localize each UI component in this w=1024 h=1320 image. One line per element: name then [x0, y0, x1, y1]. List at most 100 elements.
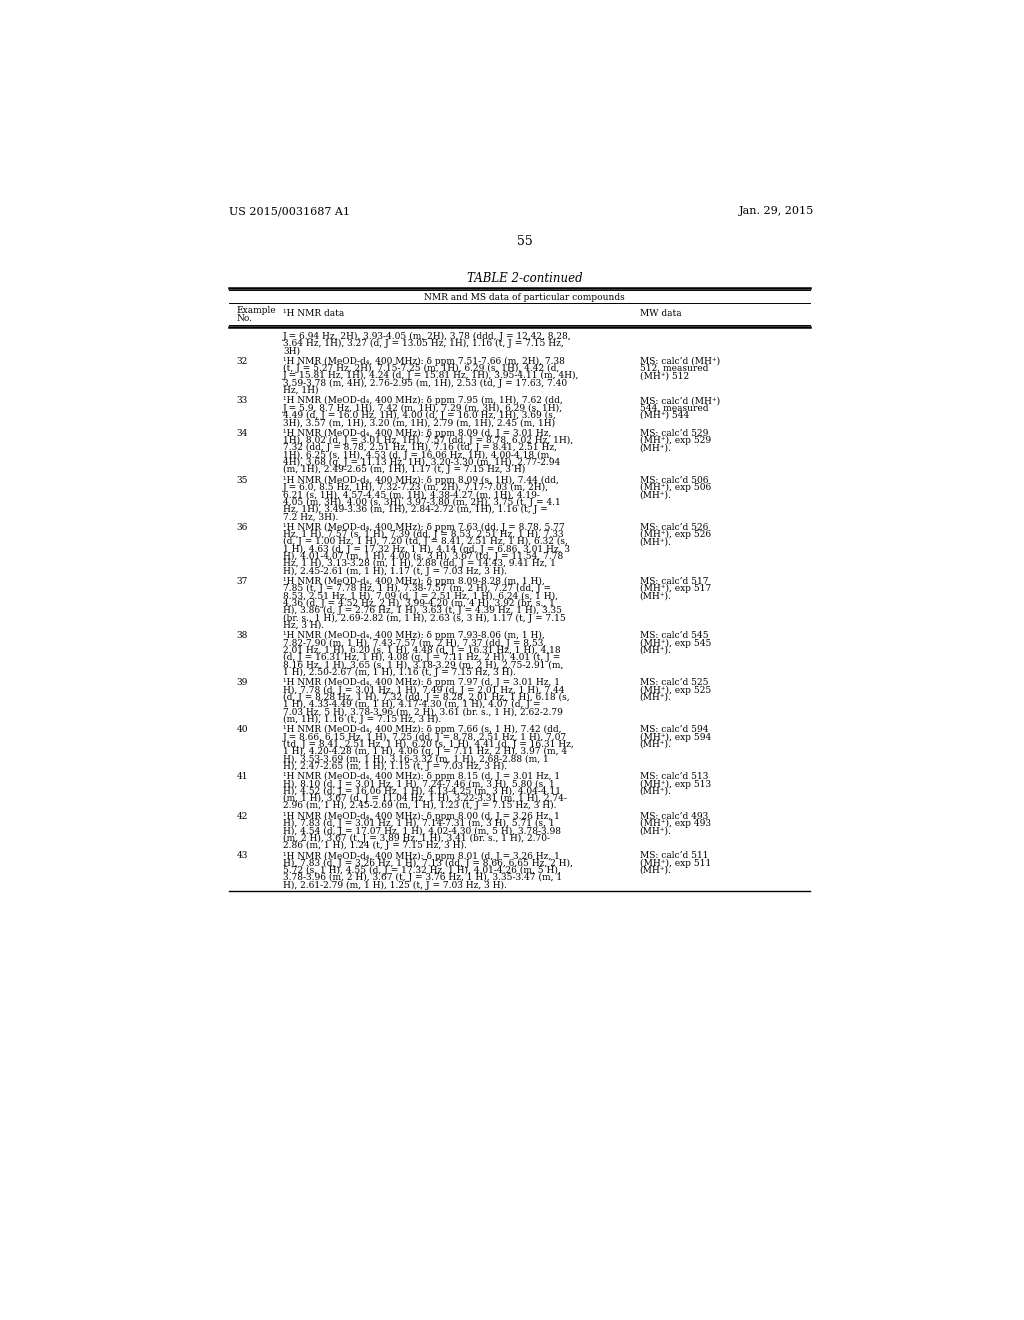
Text: (MH⁺), exp 529: (MH⁺), exp 529: [640, 436, 711, 445]
Text: ¹H NMR (MeOD-d₄, 400 MHz): δ ppm 7.63 (dd, J = 8.78, 5.77: ¹H NMR (MeOD-d₄, 400 MHz): δ ppm 7.63 (d…: [283, 523, 565, 532]
Text: ¹H NMR data: ¹H NMR data: [283, 309, 344, 318]
Text: 7.32 (dd, J = 8.78, 2.51 Hz, 1H), 7.16 (td, J = 8.41, 2.51 Hz,: 7.32 (dd, J = 8.78, 2.51 Hz, 1H), 7.16 (…: [283, 444, 557, 453]
Text: J = 6.94 Hz, 2H), 3.93-4.05 (m, 2H), 3.78 (ddd, J = 12.42, 8.28,: J = 6.94 Hz, 2H), 3.93-4.05 (m, 2H), 3.7…: [283, 331, 571, 341]
Text: (MH⁺), exp 506: (MH⁺), exp 506: [640, 483, 711, 492]
Text: ¹H NMR (MeOD-d₄, 400 MHz): δ ppm 8.15 (d, J = 3.01 Hz, 1: ¹H NMR (MeOD-d₄, 400 MHz): δ ppm 8.15 (d…: [283, 772, 560, 781]
Text: 1H), 8.02 (d, J = 3.01 Hz, 1H), 7.57 (dd, J = 8.78, 6.02 Hz, 1H),: 1H), 8.02 (d, J = 3.01 Hz, 1H), 7.57 (dd…: [283, 436, 573, 445]
Text: (MH⁺), exp 493: (MH⁺), exp 493: [640, 818, 711, 828]
Text: (MH⁺), exp 525: (MH⁺), exp 525: [640, 685, 711, 694]
Text: (MH⁺), exp 594: (MH⁺), exp 594: [640, 733, 711, 742]
Text: (MH⁺).: (MH⁺).: [640, 591, 672, 601]
Text: US 2015/0031687 A1: US 2015/0031687 A1: [228, 206, 350, 216]
Text: 3H): 3H): [283, 346, 300, 355]
Text: MS: calc’d 529: MS: calc’d 529: [640, 429, 708, 438]
Text: 42: 42: [237, 812, 248, 821]
Text: 38: 38: [237, 631, 248, 640]
Text: ¹H NMR (MeOD-d₄, 400 MHz): δ ppm 7.66 (s, 1 H), 7.42 (dd,: ¹H NMR (MeOD-d₄, 400 MHz): δ ppm 7.66 (s…: [283, 725, 561, 734]
Text: ¹H NMR (MeOD-d₄, 400 MHz): δ ppm 7.95 (m, 1H), 7.62 (dd,: ¹H NMR (MeOD-d₄, 400 MHz): δ ppm 7.95 (m…: [283, 396, 563, 405]
Text: (MH⁺), exp 511: (MH⁺), exp 511: [640, 859, 711, 867]
Text: H), 7.78 (d, J = 3.01 Hz, 1 H), 7.49 (d, J = 2.01 Hz, 1 H), 7.44: H), 7.78 (d, J = 3.01 Hz, 1 H), 7.49 (d,…: [283, 685, 564, 694]
Text: MS: calc’d 517: MS: calc’d 517: [640, 577, 708, 586]
Text: 512, measured: 512, measured: [640, 364, 708, 374]
Text: (MH⁺), exp 517: (MH⁺), exp 517: [640, 585, 711, 593]
Text: 41: 41: [237, 772, 248, 781]
Text: MW data: MW data: [640, 309, 681, 318]
Text: MS: calc’d 513: MS: calc’d 513: [640, 772, 708, 781]
Text: H), 7.83 (d, J = 3.26 Hz, 1 H), 7.13 (dd, J = 8.66, 6.65 Hz, 2 H),: H), 7.83 (d, J = 3.26 Hz, 1 H), 7.13 (dd…: [283, 859, 572, 867]
Text: 32: 32: [237, 356, 248, 366]
Text: 8.53, 2.51 Hz, 1 H), 7.09 (d, J = 2.51 Hz, 1 H), 6.24 (s, 1 H),: 8.53, 2.51 Hz, 1 H), 7.09 (d, J = 2.51 H…: [283, 591, 558, 601]
Text: (MH⁺).: (MH⁺).: [640, 787, 672, 796]
Text: Example: Example: [237, 306, 276, 315]
Text: 2.01 Hz, 1 H), 6.20 (s, 1 H), 4.48 (d, J = 16.31 Hz, 1 H), 4.18: 2.01 Hz, 1 H), 6.20 (s, 1 H), 4.48 (d, J…: [283, 645, 560, 655]
Text: (MH⁺).: (MH⁺).: [640, 693, 672, 702]
Text: 3.78-3.96 (m, 2 H), 3.67 (t, J = 3.76 Hz, 1 H), 3.35-3.47 (m, 1: 3.78-3.96 (m, 2 H), 3.67 (t, J = 3.76 Hz…: [283, 874, 562, 883]
Text: (d, J = 16.31 Hz, 1 H), 4.08 (q, J = 7.11 Hz, 2 H), 4.01 (t, J =: (d, J = 16.31 Hz, 1 H), 4.08 (q, J = 7.1…: [283, 653, 560, 663]
Text: 8.16 Hz, 1 H), 3.65 (s, 1 H), 3.18-3.29 (m, 2 H), 2.75-2.91 (m,: 8.16 Hz, 1 H), 3.65 (s, 1 H), 3.18-3.29 …: [283, 660, 563, 669]
Text: 3.59-3.78 (m, 4H), 2.76-2.95 (m, 1H), 2.53 (td, J = 17.63, 7.40: 3.59-3.78 (m, 4H), 2.76-2.95 (m, 1H), 2.…: [283, 379, 567, 388]
Text: (td, J = 8.41, 2.51 Hz, 1 H), 6.20 (s, 1 H), 4.41 (d, J = 16.31 Hz,: (td, J = 8.41, 2.51 Hz, 1 H), 6.20 (s, 1…: [283, 739, 573, 748]
Text: 7.82-7.90 (m, 1 H), 7.43-7.57 (m, 2 H), 7.37 (dd, J = 8.53,: 7.82-7.90 (m, 1 H), 7.43-7.57 (m, 2 H), …: [283, 639, 546, 648]
Text: Hz, 3 H).: Hz, 3 H).: [283, 620, 325, 630]
Text: 3H), 3.57 (m, 1H), 3.20 (m, 1H), 2.79 (m, 1H), 2.45 (m, 1H): 3H), 3.57 (m, 1H), 3.20 (m, 1H), 2.79 (m…: [283, 418, 555, 428]
Text: (t, J = 5.27 Hz, 2H), 7.15-7.25 (m, 1H), 6.29 (s, 1H), 4.42 (d,: (t, J = 5.27 Hz, 2H), 7.15-7.25 (m, 1H),…: [283, 364, 559, 374]
Text: (m, 2 H), 3.67 (t, J = 3.89 Hz, 1 H), 3.41 (br. s., 1 H), 2.70-: (m, 2 H), 3.67 (t, J = 3.89 Hz, 1 H), 3.…: [283, 834, 550, 842]
Text: (MH⁺).: (MH⁺).: [640, 866, 672, 875]
Text: H), 3.53-3.69 (m, 1 H), 3.16-3.32 (m, 1 H), 2.68-2.88 (m, 1: H), 3.53-3.69 (m, 1 H), 3.16-3.32 (m, 1 …: [283, 755, 549, 763]
Text: 1 H), 4.63 (d, J = 17.32 Hz, 1 H), 4.14 (qd, J = 6.86, 3.01 Hz, 3: 1 H), 4.63 (d, J = 17.32 Hz, 1 H), 4.14 …: [283, 545, 570, 553]
Text: (m, 1H), 2.49-2.65 (m, 1H), 1.17 (t, J = 7.15 Hz, 3 H): (m, 1H), 2.49-2.65 (m, 1H), 1.17 (t, J =…: [283, 465, 525, 474]
Text: 55: 55: [517, 235, 532, 248]
Text: H), 2.61-2.79 (m, 1 H), 1.25 (t, J = 7.03 Hz, 3 H).: H), 2.61-2.79 (m, 1 H), 1.25 (t, J = 7.0…: [283, 880, 507, 890]
Text: 2.96 (m, 1 H), 2.45-2.69 (m, 1 H), 1.23 (t, J = 7.15 Hz, 3 H).: 2.96 (m, 1 H), 2.45-2.69 (m, 1 H), 1.23 …: [283, 801, 556, 810]
Text: 1 H), 4.33-4.49 (m, 1 H), 4.17-4.30 (m, 1 H), 4.07 (d, J =: 1 H), 4.33-4.49 (m, 1 H), 4.17-4.30 (m, …: [283, 700, 541, 709]
Text: TABLE 2-continued: TABLE 2-continued: [467, 272, 583, 285]
Text: ¹H NMR (MeOD-d₄, 400 MHz): δ ppm 8.09-8.28 (m, 1 H),: ¹H NMR (MeOD-d₄, 400 MHz): δ ppm 8.09-8.…: [283, 577, 545, 586]
Text: 1 H), 2.50-2.67 (m, 1 H), 1.16 (t, J = 7.15 Hz, 3 H).: 1 H), 2.50-2.67 (m, 1 H), 1.16 (t, J = 7…: [283, 668, 516, 677]
Text: MS: calc’d 511: MS: calc’d 511: [640, 851, 708, 861]
Text: 34: 34: [237, 429, 248, 438]
Text: 1H), 6.25 (s, 1H), 4.53 (d, J = 16.06 Hz, 1H), 4.00-4.18 (m,: 1H), 6.25 (s, 1H), 4.53 (d, J = 16.06 Hz…: [283, 450, 552, 459]
Text: (MH⁺), exp 526: (MH⁺), exp 526: [640, 529, 711, 539]
Text: ¹H NMR (MeOD-d₄, 400 MHz): δ ppm 7.97 (d, J = 3.01 Hz, 1: ¹H NMR (MeOD-d₄, 400 MHz): δ ppm 7.97 (d…: [283, 678, 560, 688]
Text: (br. s., 1 H), 2.69-2.82 (m, 1 H), 2.63 (s, 3 H), 1.17 (t, J = 7.15: (br. s., 1 H), 2.69-2.82 (m, 1 H), 2.63 …: [283, 614, 565, 623]
Text: J = 6.0, 8.5 Hz, 1H), 7.32-7.23 (m, 2H), 7.17-7.03 (m, 2H),: J = 6.0, 8.5 Hz, 1H), 7.32-7.23 (m, 2H),…: [283, 483, 549, 492]
Text: H), 4.01-4.07 (m, 1 H), 4.00 (s, 3 H), 3.67 (td, J = 11.54, 7.78: H), 4.01-4.07 (m, 1 H), 4.00 (s, 3 H), 3…: [283, 552, 563, 561]
Text: (MH⁺).: (MH⁺).: [640, 490, 672, 499]
Text: H), 2.45-2.61 (m, 1 H), 1.17 (t, J = 7.03 Hz, 3 H).: H), 2.45-2.61 (m, 1 H), 1.17 (t, J = 7.0…: [283, 566, 507, 576]
Text: 4.05 (m, 3H), 4.00 (s, 3H), 3.97-3.80 (m, 2H), 3.75 (t, J = 4.1: 4.05 (m, 3H), 4.00 (s, 3H), 3.97-3.80 (m…: [283, 498, 561, 507]
Text: ¹H NMR (MeOD-d₄, 400 MHz): δ ppm 7.51-7.66 (m, 2H), 7.38: ¹H NMR (MeOD-d₄, 400 MHz): δ ppm 7.51-7.…: [283, 356, 565, 366]
Text: ¹H NMR (MeOD-d₄, 400 MHz): δ ppm 8.09 (d, J = 3.01 Hz,: ¹H NMR (MeOD-d₄, 400 MHz): δ ppm 8.09 (d…: [283, 429, 551, 438]
Text: J = 5.9, 8.7 Hz, 1H), 7.42 (m, 1H), 7.29 (m, 3H), 6.29 (s, 1H),: J = 5.9, 8.7 Hz, 1H), 7.42 (m, 1H), 7.29…: [283, 404, 563, 413]
Text: H), 4.52 (d, J = 16.06 Hz, 1 H), 4.13-4.25 (m, 3 H), 4.04-4.11: H), 4.52 (d, J = 16.06 Hz, 1 H), 4.13-4.…: [283, 787, 561, 796]
Text: No.: No.: [237, 314, 253, 323]
Text: (MH⁺) 544: (MH⁺) 544: [640, 411, 689, 420]
Text: 3.64 Hz, 1H), 3.27 (d, J = 13.05 Hz, 1H), 1.16 (t, J = 7.15 Hz,: 3.64 Hz, 1H), 3.27 (d, J = 13.05 Hz, 1H)…: [283, 339, 564, 348]
Text: (MH⁺), exp 513: (MH⁺), exp 513: [640, 779, 711, 788]
Text: 7.03 Hz, 5 H), 3.78-3.96 (m, 2 H), 3.61 (br. s., 1 H), 2.62-2.79: 7.03 Hz, 5 H), 3.78-3.96 (m, 2 H), 3.61 …: [283, 708, 563, 717]
Text: ¹H NMR (MeOD-d₄, 400 MHz): δ ppm 8.01 (d, J = 3.26 Hz, 1: ¹H NMR (MeOD-d₄, 400 MHz): δ ppm 8.01 (d…: [283, 851, 560, 861]
Text: (d, J = 8.28 Hz, 1 H), 7.32 (dd, J = 8.28, 2.01 Hz, 1 H), 6.18 (s,: (d, J = 8.28 Hz, 1 H), 7.32 (dd, J = 8.2…: [283, 693, 569, 702]
Text: 7.85 (t, J = 7.78 Hz, 1 H), 7.38-7.57 (m, 2 H), 7.27 (dd, J =: 7.85 (t, J = 7.78 Hz, 1 H), 7.38-7.57 (m…: [283, 585, 551, 593]
Text: (MH⁺).: (MH⁺).: [640, 739, 672, 748]
Text: MS: calc’d 493: MS: calc’d 493: [640, 812, 708, 821]
Text: (m, 1 H), 3.67 (d, J = 11.04 Hz, 1 H), 3.22-3.31 (m, 1 H), 2.74-: (m, 1 H), 3.67 (d, J = 11.04 Hz, 1 H), 3…: [283, 795, 567, 803]
Text: 7.2 Hz, 3H).: 7.2 Hz, 3H).: [283, 512, 338, 521]
Text: H), 8.10 (d, J = 3.01 Hz, 1 H), 7.24-7.46 (m, 3 H), 5.80 (s, 1: H), 8.10 (d, J = 3.01 Hz, 1 H), 7.24-7.4…: [283, 779, 555, 788]
Text: MS: calc’d (MH⁺): MS: calc’d (MH⁺): [640, 396, 720, 405]
Text: H), 7.83 (d, J = 3.01 Hz, 1 H), 7.14-7.31 (m, 3 H), 5.71 (s, 1: H), 7.83 (d, J = 3.01 Hz, 1 H), 7.14-7.3…: [283, 818, 555, 828]
Text: 1 H), 4.20-4.28 (m, 1 H), 4.06 (q, J = 7.11 Hz, 2 H), 3.97 (m, 4: 1 H), 4.20-4.28 (m, 1 H), 4.06 (q, J = 7…: [283, 747, 567, 756]
Text: J = 15.81 Hz, 1H), 4.24 (d, J = 15.81 Hz, 1H), 3.95-4.11 (m, 4H),: J = 15.81 Hz, 1H), 4.24 (d, J = 15.81 Hz…: [283, 371, 580, 380]
Text: (m, 1H), 1.16 (t, J = 7.15 Hz, 3 H).: (m, 1H), 1.16 (t, J = 7.15 Hz, 3 H).: [283, 714, 441, 723]
Text: Hz, 1H), 3.49-3.36 (m, 1H), 2.84-2.72 (m, 1H), 1.16 (t, J =: Hz, 1H), 3.49-3.36 (m, 1H), 2.84-2.72 (m…: [283, 506, 548, 513]
Text: MS: calc’d 526: MS: calc’d 526: [640, 523, 708, 532]
Text: 37: 37: [237, 577, 248, 586]
Text: MS: calc’d (MH⁺): MS: calc’d (MH⁺): [640, 356, 720, 366]
Text: 43: 43: [237, 851, 248, 861]
Text: 40: 40: [237, 725, 248, 734]
Text: (MH⁺).: (MH⁺).: [640, 537, 672, 546]
Text: MS: calc’d 525: MS: calc’d 525: [640, 678, 708, 688]
Text: 4.49 (d, J = 16.0 Hz, 1H), 4.00 (d, J = 16.0 Hz, 1H), 3.69 (s,: 4.49 (d, J = 16.0 Hz, 1H), 4.00 (d, J = …: [283, 411, 556, 420]
Text: (MH⁺) 512: (MH⁺) 512: [640, 371, 688, 380]
Text: 5.72 (s, 1 H), 4.55 (d, J = 17.32 Hz, 1 H), 4.01-4.26 (m, 5 H),: 5.72 (s, 1 H), 4.55 (d, J = 17.32 Hz, 1 …: [283, 866, 561, 875]
Text: MS: calc’d 545: MS: calc’d 545: [640, 631, 709, 640]
